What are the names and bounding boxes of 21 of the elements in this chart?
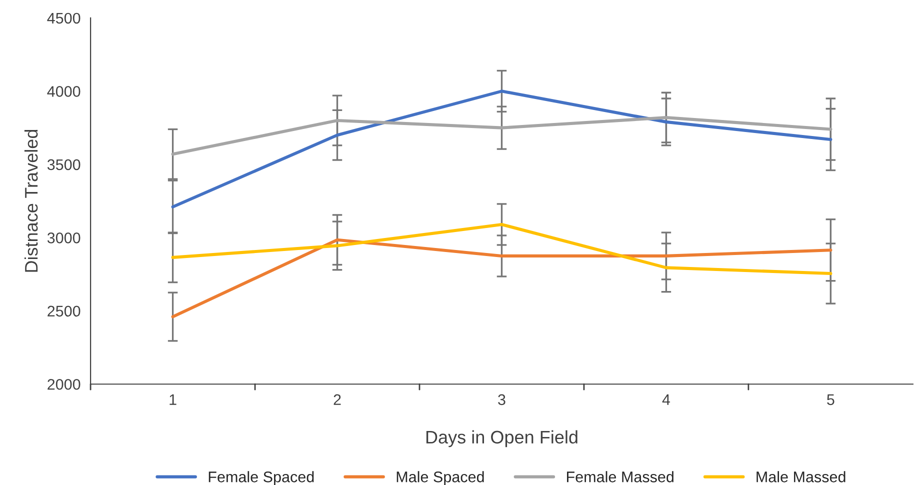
legend-label: Female Spaced xyxy=(208,471,314,485)
line-series xyxy=(171,222,832,276)
x-tick-label: 4 xyxy=(662,394,670,405)
x-axis-title: Days in Open Field xyxy=(426,430,578,448)
line-series xyxy=(171,238,832,318)
legend-label: Female Massed xyxy=(567,471,674,482)
y-axis-title: Distnace Traveled xyxy=(24,130,38,272)
x-tick-label: 5 xyxy=(827,394,834,406)
y-tick-label: 2000 xyxy=(48,378,80,390)
line-series xyxy=(171,90,832,208)
x-tick-label: 1 xyxy=(170,394,176,405)
x-tick-label: 3 xyxy=(498,394,506,406)
y-tick-label: 4000 xyxy=(47,86,80,97)
legend-label: Male Massed xyxy=(756,471,846,482)
legend-label: Male Spaced xyxy=(396,471,484,485)
y-tick-label: 2500 xyxy=(48,306,80,317)
y-tick-label: 3500 xyxy=(47,159,80,170)
y-tick-label: 4500 xyxy=(47,12,80,24)
y-tick-label: 3000 xyxy=(47,232,80,244)
line-series xyxy=(171,116,832,156)
x-tick-label: 2 xyxy=(334,394,341,405)
